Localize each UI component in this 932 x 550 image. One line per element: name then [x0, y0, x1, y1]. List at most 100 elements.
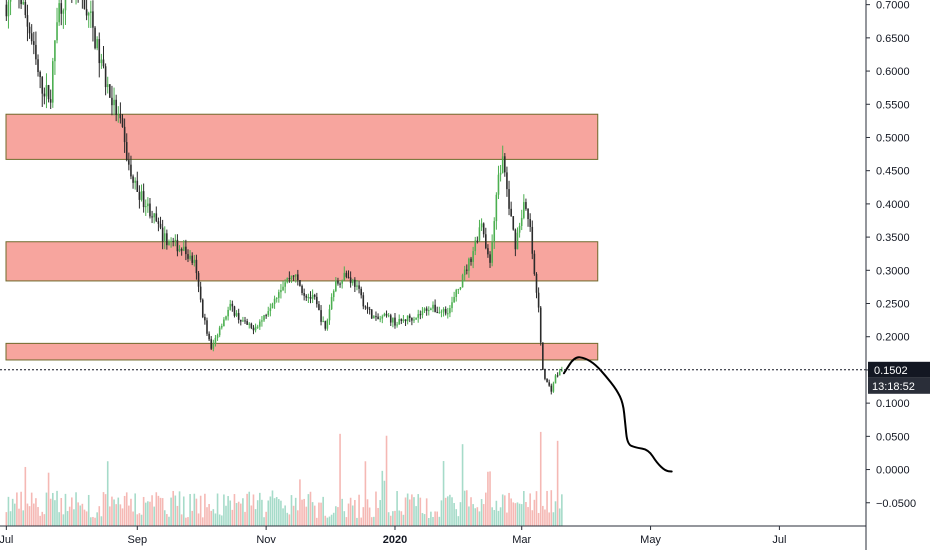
zone-3[interactable] [5, 342, 599, 361]
candle [444, 306, 447, 316]
volume-bar [282, 508, 284, 526]
countdown-label: 13:18:52 [872, 381, 915, 393]
candle [442, 307, 445, 317]
volume-bar [68, 506, 71, 526]
time-axis[interactable]: Jul Sep Nov 2020 Mar May Jul [0, 526, 786, 546]
price-tick-label: 0.4000 [876, 199, 910, 211]
volume-bar [335, 506, 337, 526]
current-price-badge [868, 361, 930, 378]
candle [218, 325, 221, 338]
projection-path[interactable] [562, 356, 673, 473]
candle [345, 270, 348, 279]
volume-bar [195, 498, 198, 526]
candle [248, 322, 251, 329]
volume-bar [218, 514, 221, 526]
volume-bar [77, 502, 79, 526]
candle [7, 0, 10, 29]
zone-2[interactable] [5, 241, 599, 282]
volume-bar [427, 517, 430, 526]
candle [261, 316, 263, 327]
time-tick-label: May [640, 534, 661, 546]
volume-bar [244, 511, 246, 526]
volume-bar [537, 512, 540, 526]
candle [485, 227, 487, 250]
candle [111, 85, 113, 116]
candle [512, 216, 515, 231]
volume-bar [487, 471, 489, 526]
candle [166, 229, 168, 250]
candle [525, 198, 527, 211]
volume-bar [539, 431, 542, 526]
volume-bar [510, 498, 512, 526]
candle [151, 210, 153, 224]
candle [30, 24, 33, 45]
candle [269, 303, 272, 317]
volume-bar [28, 506, 31, 526]
volume-bar [7, 496, 10, 526]
candle [134, 177, 136, 190]
candle [140, 184, 143, 202]
volume-bar [140, 514, 143, 526]
candle [366, 302, 369, 314]
volume-bar [497, 510, 500, 526]
candle [58, 0, 60, 26]
candle [104, 63, 107, 96]
price-axis[interactable]: 0.7000 0.6500 0.6000 0.5500 0.5000 0.4500 0.40… [866, 0, 916, 510]
candle [132, 174, 134, 189]
volume-bar [237, 501, 240, 526]
volume-bar [151, 495, 153, 526]
volume-bar [411, 494, 413, 526]
volume-bar [136, 514, 139, 526]
volume-bar [465, 490, 468, 526]
volume-bar [556, 440, 559, 526]
volume-bar [242, 498, 244, 526]
volume-bar [125, 492, 128, 526]
volume-bar [16, 492, 18, 526]
volume-bar [83, 509, 86, 526]
volume-bar [239, 503, 242, 526]
candle [362, 292, 365, 310]
volume-bar [527, 507, 529, 526]
candle [343, 266, 346, 281]
candle [153, 212, 155, 224]
candle [427, 306, 430, 316]
candle [244, 316, 246, 324]
volume-bar [415, 506, 417, 526]
zone-1[interactable] [5, 113, 599, 160]
candle [542, 342, 544, 371]
volume-bar [119, 504, 122, 526]
candle [330, 293, 333, 310]
volume-bar [322, 496, 324, 526]
candle [168, 239, 170, 246]
volume-bar [168, 516, 170, 526]
candle [413, 316, 415, 323]
candle [316, 292, 318, 308]
candle [408, 313, 411, 323]
volume-bar [92, 516, 94, 526]
candle [546, 378, 548, 383]
candle [210, 336, 213, 351]
volume-bar [71, 497, 73, 526]
candle [297, 269, 299, 286]
volume-bar [459, 502, 462, 526]
candle [90, 0, 92, 28]
volume-bar [326, 517, 329, 526]
candle [392, 317, 394, 328]
candle [389, 313, 392, 326]
candle [320, 305, 322, 326]
volume-bar [9, 511, 12, 526]
candle [332, 289, 335, 302]
candle [461, 273, 464, 288]
candle [375, 311, 377, 321]
volume-bar [109, 506, 111, 526]
volume-bar [379, 500, 381, 526]
candle [231, 300, 234, 312]
volume-bar [423, 514, 426, 526]
volume-bar [402, 514, 405, 526]
candle [339, 282, 341, 288]
candle [273, 295, 276, 309]
volume-bar [305, 506, 308, 526]
volume-bar [220, 515, 223, 526]
volume-bar [75, 492, 77, 526]
